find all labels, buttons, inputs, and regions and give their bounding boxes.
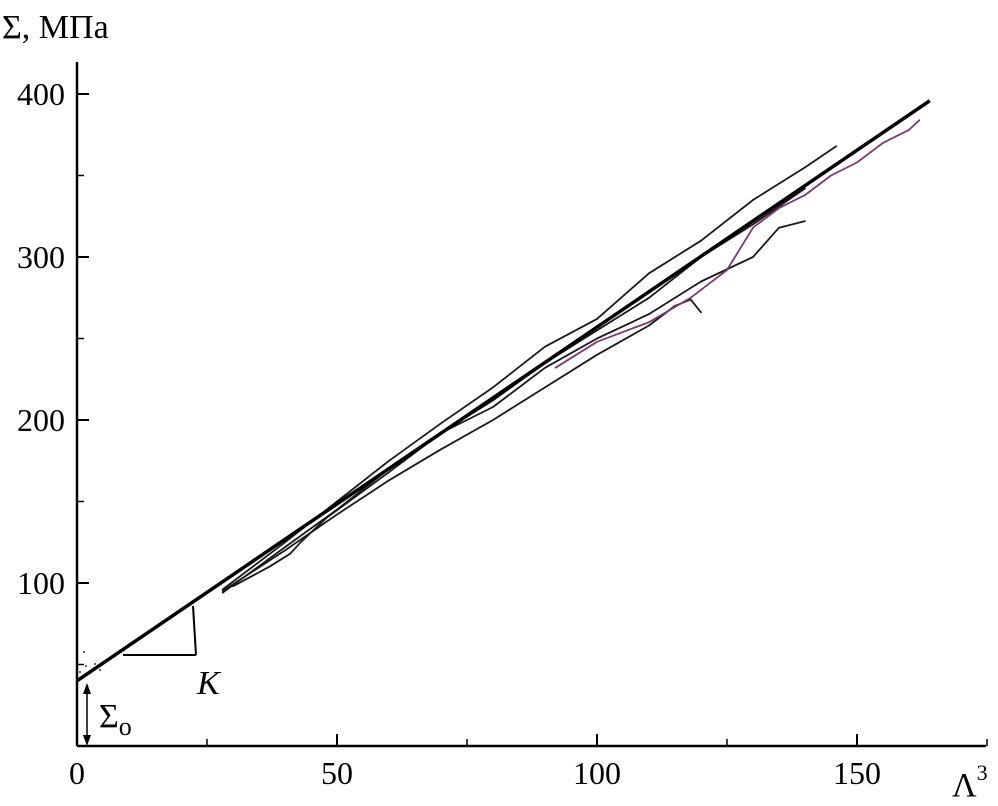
series-point [596, 340, 598, 343]
series-point [440, 448, 442, 451]
series-point [299, 541, 302, 544]
intercept-arrow-up-icon [83, 683, 91, 694]
series-point [492, 419, 494, 421]
series-point [804, 194, 806, 196]
ticks [76, 93, 988, 746]
series-point [596, 354, 598, 356]
series-point [648, 324, 650, 327]
series-point [882, 142, 884, 144]
x-tick-label: 0 [69, 755, 85, 791]
intercept-label: Σo [99, 698, 132, 741]
series-point [752, 223, 754, 226]
series-point [221, 591, 224, 594]
series-point [778, 226, 780, 229]
series-point [752, 226, 754, 229]
series-point [336, 513, 338, 516]
series-group [221, 119, 921, 594]
series-point [700, 239, 702, 242]
x-tick-label: 50 [321, 755, 353, 791]
x-axis-title-base: Λ [952, 767, 977, 804]
intercept-arrow-down-icon [83, 735, 91, 746]
series-point [388, 471, 390, 473]
series-line-5 [554, 119, 921, 369]
series-point [325, 517, 328, 519]
y-tick-label: 300 [17, 239, 65, 275]
series-point [596, 337, 598, 340]
series-point [492, 406, 494, 408]
y-tick-label: 200 [17, 402, 65, 438]
series-point [648, 272, 650, 275]
series-point [596, 329, 598, 332]
series-point [221, 590, 224, 592]
fit-line [76, 99, 931, 683]
series-point [804, 166, 806, 169]
series-point [544, 345, 546, 348]
series-point [700, 311, 702, 314]
series-line-4 [222, 298, 702, 592]
series-point [388, 479, 390, 482]
series-point [284, 546, 286, 548]
series-point [804, 187, 806, 190]
x-tick-label: 150 [833, 755, 881, 791]
slope-triangle: K [123, 605, 222, 702]
series-point [752, 256, 754, 258]
noise-dot [94, 663, 96, 665]
series-point [596, 318, 598, 320]
series-point [856, 161, 858, 164]
series-point [778, 207, 780, 209]
series-point [918, 119, 921, 121]
series-point [689, 296, 692, 299]
series-point [700, 280, 702, 283]
series-point [726, 269, 728, 271]
series-point [289, 552, 292, 555]
tick-labels: 100 200 300 400 0 50 100 150 [17, 76, 881, 791]
series-point [284, 541, 286, 544]
series-point [544, 367, 546, 369]
noise-dots [79, 651, 101, 673]
series-point [648, 321, 650, 324]
intercept-label-base: Σ [99, 698, 119, 735]
noise-dot [85, 665, 87, 667]
series-line-1 [222, 145, 837, 591]
y-axis-title: Σ, МПа [2, 9, 109, 46]
series-point [232, 585, 234, 588]
slope-label: K [196, 665, 222, 702]
intercept-marker: Σo [83, 683, 132, 746]
noise-dot [99, 669, 101, 671]
y-tick-label: 400 [17, 76, 65, 112]
series-point [544, 386, 546, 389]
series-point [648, 296, 650, 299]
series-point [440, 422, 442, 425]
series-point [492, 386, 494, 389]
x-axis-title-sup: 3 [977, 760, 988, 785]
intercept-label-sub: o [119, 712, 132, 741]
series-point [830, 174, 832, 177]
series-point [268, 565, 271, 568]
series-point [554, 367, 557, 369]
axes [75, 62, 986, 748]
series-point [388, 459, 390, 462]
series-point [752, 199, 754, 201]
series-point [284, 549, 286, 552]
noise-dot [79, 671, 81, 673]
fit-line-group [76, 99, 931, 683]
y-tick-label: 100 [17, 565, 65, 601]
slope-triangle-vertical [192, 605, 197, 656]
series-point [835, 145, 837, 147]
noise-dot [83, 651, 85, 653]
series-point [908, 129, 910, 131]
series-point [804, 220, 806, 222]
series-point [648, 313, 650, 315]
x-axis-title: Λ3 [952, 760, 988, 804]
x-tick-label: 100 [573, 755, 621, 791]
